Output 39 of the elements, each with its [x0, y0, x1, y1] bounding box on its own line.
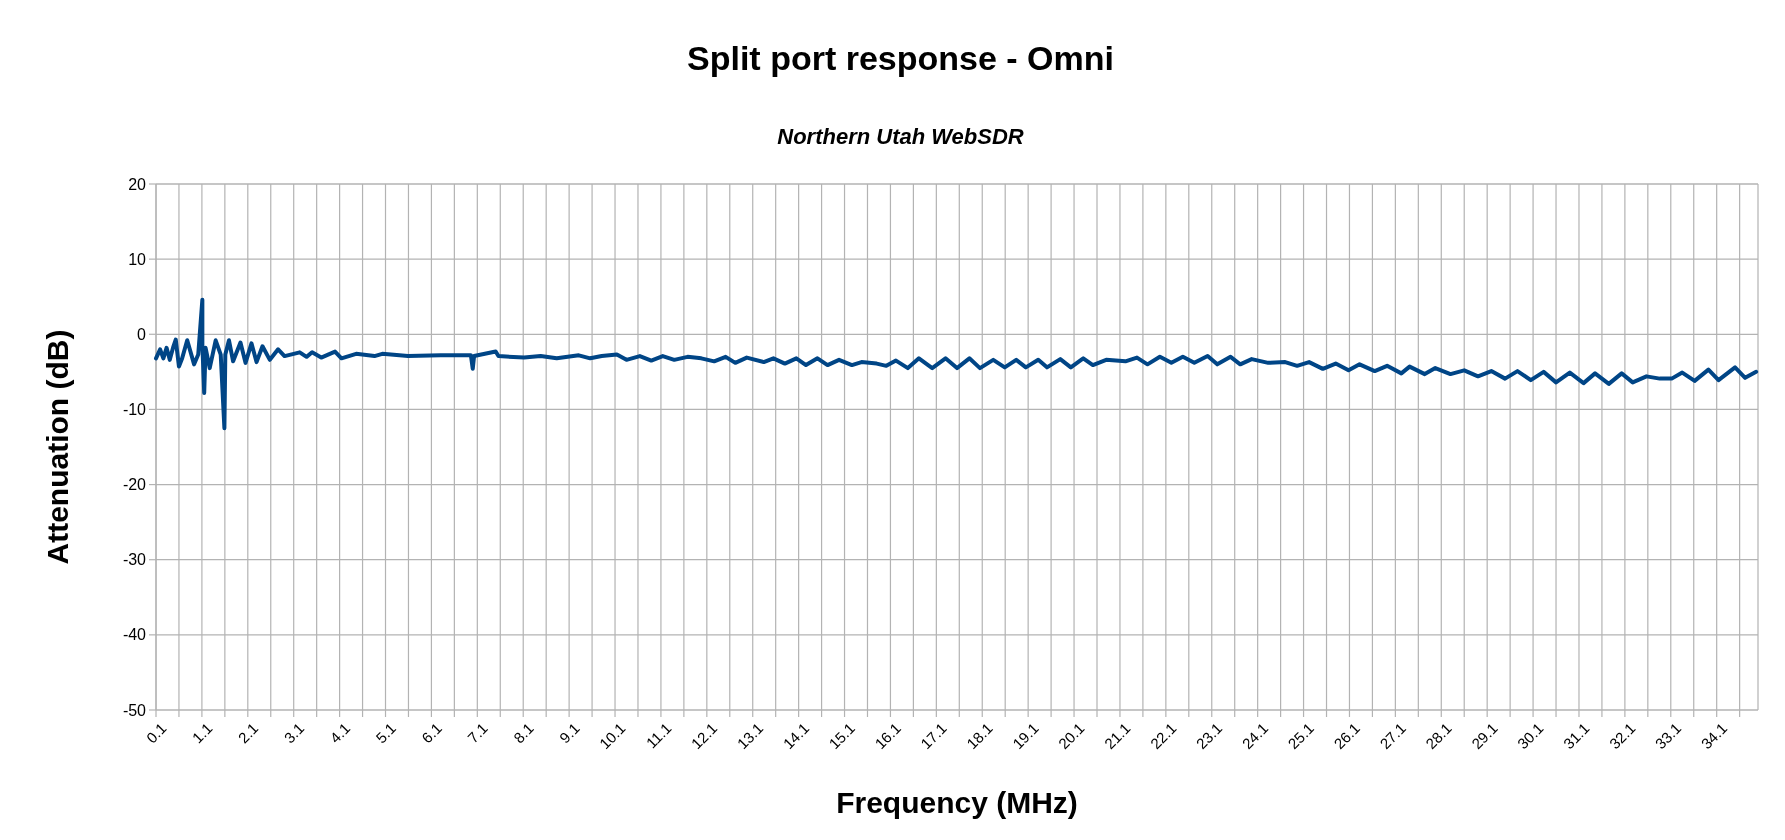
x-tick-label: 19.1 — [1009, 719, 1042, 753]
x-tick-label: 23.1 — [1192, 719, 1226, 753]
y-tick-label: -50 — [122, 701, 147, 719]
x-tick-label: 4.1 — [326, 719, 354, 747]
x-tick-label: 3.1 — [280, 719, 308, 747]
x-tick-label: 7.1 — [464, 719, 491, 747]
x-tick-label: 10.1 — [595, 719, 629, 753]
x-tick-label: 34.1 — [1697, 719, 1731, 753]
x-tick-label: 14.1 — [779, 719, 813, 753]
chart-subtitle: Northern Utah WebSDR — [777, 124, 1024, 149]
y-tick-label: 20 — [128, 175, 147, 193]
x-tick-label: 5.1 — [372, 719, 400, 747]
x-tick-label: 33.1 — [1651, 719, 1685, 753]
x-tick-label: 9.1 — [555, 719, 583, 747]
y-tick-label: -40 — [122, 626, 147, 644]
x-tick-label: 15.1 — [825, 719, 859, 753]
x-tick-label: 8.1 — [510, 719, 537, 747]
y-tick-label: -10 — [122, 401, 147, 419]
x-tick-label: 11.1 — [642, 719, 675, 752]
x-tick-label: 17.1 — [917, 719, 950, 753]
x-tick-label: 0.1 — [142, 719, 170, 747]
y-tick-label: 0 — [137, 325, 147, 343]
y-tick-label: -20 — [122, 476, 147, 494]
x-tick-label: 12.1 — [687, 719, 721, 753]
x-tick-label: 16.1 — [871, 719, 904, 753]
x-tick-label: 24.1 — [1238, 719, 1272, 753]
y-tick-label: 10 — [128, 250, 147, 268]
x-tick-label: 30.1 — [1513, 719, 1547, 753]
x-tick-label: 1.1 — [188, 719, 216, 747]
x-tick-label: 6.1 — [418, 719, 445, 747]
x-tick-label: 32.1 — [1605, 719, 1639, 753]
chart-title: Split port response - Omni — [687, 39, 1114, 77]
x-tick-label: 31.1 — [1559, 719, 1593, 753]
y-axis-title: Attenuation (dB) — [41, 329, 74, 565]
x-tick-label: 13.1 — [733, 719, 767, 753]
x-tick-label: 2.1 — [234, 719, 262, 747]
y-tick-label: -30 — [122, 551, 147, 569]
x-tick-label: 18.1 — [963, 719, 996, 753]
x-axis-title: Frequency (MHz) — [836, 786, 1078, 819]
